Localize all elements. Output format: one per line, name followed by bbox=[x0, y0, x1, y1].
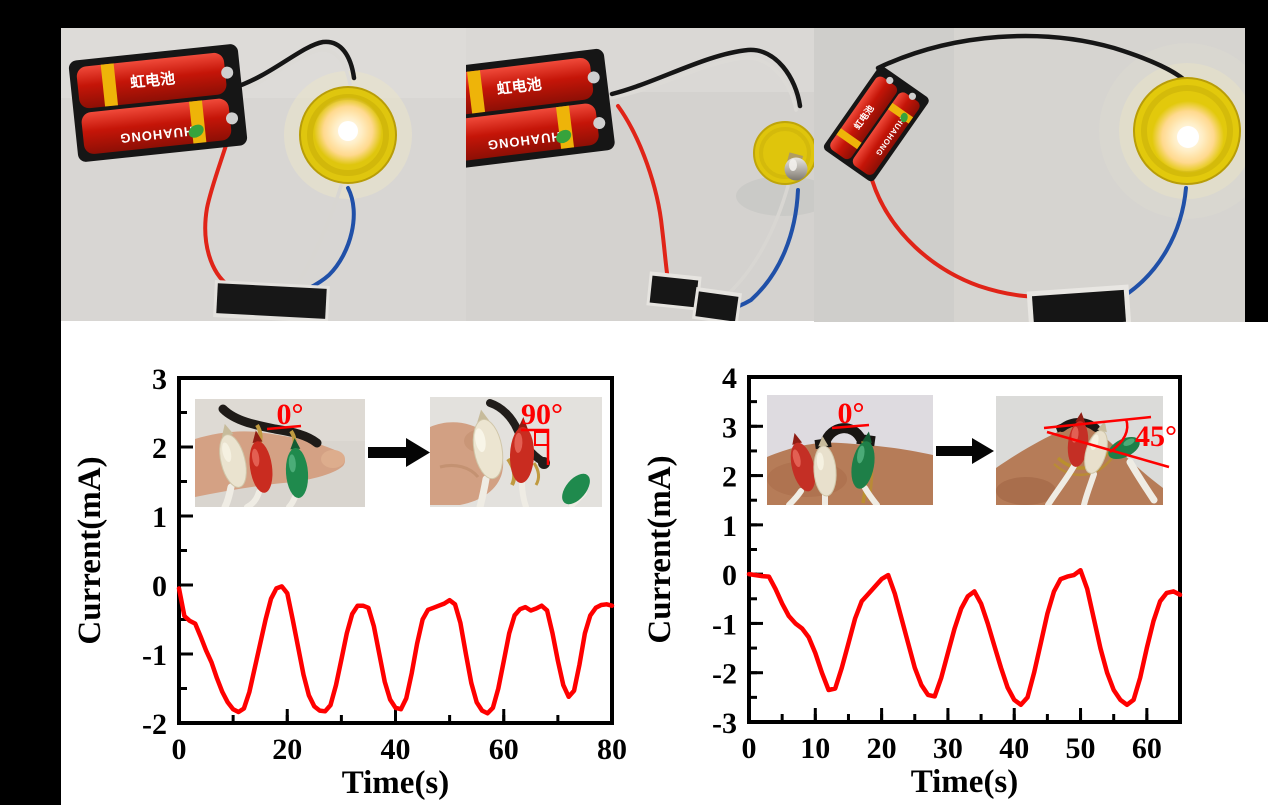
x-tick-label: 30 bbox=[933, 732, 963, 765]
battery-pack: 虹电池 HUAHONG bbox=[68, 44, 248, 162]
current-curve bbox=[176, 584, 615, 716]
inset-photo-finger-0deg bbox=[195, 399, 365, 507]
photo-circuit-lit-1-art: 虹电池 HUAHONG bbox=[61, 28, 466, 321]
battery-pack: 虹电池 HUAHONG bbox=[466, 48, 615, 170]
sensor-connector bbox=[646, 271, 743, 321]
sensor-connector bbox=[213, 280, 330, 321]
chart-finger-bending: 0 20 40 60 80 -2 -1 0 1 2 3 Time(s) Current(mA) bbox=[62, 322, 640, 805]
x-tick-label: 0 bbox=[172, 733, 187, 766]
y-tick-label: -3 bbox=[712, 707, 737, 740]
y-tick-label: 1 bbox=[152, 501, 167, 534]
photo-circuit-lit-1: 虹电池 HUAHONG bbox=[61, 28, 466, 321]
x-tick-label: 20 bbox=[272, 733, 302, 766]
black-wire bbox=[609, 47, 803, 109]
x-tick-label: 40 bbox=[999, 732, 1029, 765]
y-tick-label: 3 bbox=[722, 411, 737, 444]
wrist-current-plot: 0 10 20 30 40 50 60 -3 -2 -1 0 1 2 3 4 Time(s) Current(m… bbox=[642, 362, 1183, 800]
x-tick-label: 10 bbox=[800, 732, 830, 765]
photo-circuit-lit-2-art: 虹电池 HUAHONG bbox=[814, 28, 1245, 322]
transition-arrow-icon bbox=[936, 438, 994, 469]
y-tick-label: 0 bbox=[722, 559, 737, 592]
bulb-shadow bbox=[736, 176, 814, 216]
current-curve bbox=[746, 567, 1183, 708]
inset-photo-wrist-0deg bbox=[767, 395, 933, 505]
black-wire bbox=[875, 33, 1195, 91]
y-axis-label: Current(mA) bbox=[72, 456, 108, 644]
right-black-bar bbox=[1245, 0, 1268, 322]
red-clip bbox=[249, 430, 273, 493]
x-tick-label: 50 bbox=[1066, 732, 1096, 765]
x-tick-label: 60 bbox=[489, 733, 519, 766]
photo-circuit-unlit-art: 虹电池 HUAHONG bbox=[466, 28, 814, 321]
battery-brand-cn: 虹电池 bbox=[496, 75, 543, 98]
plot-box bbox=[177, 376, 614, 725]
y-tick-label: 4 bbox=[722, 362, 737, 395]
ivory-clip bbox=[219, 423, 247, 488]
inset-photo-wrist-45deg bbox=[996, 396, 1163, 505]
y-tick-label: 0 bbox=[152, 570, 167, 603]
y-tick-label: -1 bbox=[142, 639, 167, 672]
red-clip bbox=[790, 433, 816, 492]
y-tick-label: -2 bbox=[712, 658, 737, 691]
finger-current-plot: 0 20 40 60 80 -2 -1 0 1 2 3 Time(s) Current(mA) bbox=[72, 363, 627, 801]
battery-brand-cn: 虹电池 bbox=[129, 69, 176, 92]
x-tick-label: 0 bbox=[742, 732, 757, 765]
y-tick-label: -1 bbox=[712, 608, 737, 641]
white-wire bbox=[608, 56, 798, 112]
y-tick-label: 3 bbox=[152, 363, 167, 396]
x-tick-label: 60 bbox=[1132, 732, 1162, 765]
left-black-bar bbox=[0, 0, 61, 805]
sensor-connector bbox=[1026, 284, 1132, 322]
battery-pack: 虹电池 HUAHONG bbox=[823, 66, 929, 182]
cables bbox=[221, 483, 298, 507]
red-wire bbox=[616, 104, 670, 282]
bulb-lit bbox=[299, 86, 397, 184]
x-tick-label: 40 bbox=[381, 733, 411, 766]
photo-circuit-unlit: 虹电池 HUAHONG bbox=[466, 28, 814, 321]
x-tick-label: 80 bbox=[597, 733, 627, 766]
white-wire bbox=[229, 48, 352, 96]
black-wire bbox=[230, 39, 357, 91]
plot-box bbox=[747, 375, 1182, 724]
y-tick-label: 2 bbox=[722, 461, 737, 494]
ivory-clip bbox=[472, 409, 504, 480]
y-tick-label: -2 bbox=[142, 708, 167, 741]
green-clip bbox=[562, 473, 590, 505]
top-black-bar bbox=[0, 0, 1268, 28]
y-tick-label: 1 bbox=[722, 510, 737, 543]
chart-wrist-bending: 0 10 20 30 40 50 60 -3 -2 -1 0 1 2 3 4 Time(s) Current(m… bbox=[640, 322, 1268, 805]
bulb-lit bbox=[1133, 77, 1241, 185]
inset-photo-finger-90deg bbox=[430, 397, 602, 507]
transition-arrow-icon bbox=[368, 438, 430, 472]
bulb-unlit bbox=[753, 121, 814, 185]
x-axis-label: Time(s) bbox=[342, 765, 450, 801]
y-tick-label: 2 bbox=[152, 432, 167, 465]
x-tick-label: 20 bbox=[867, 732, 897, 765]
photo-circuit-lit-2: 虹电池 HUAHONG bbox=[814, 28, 1245, 322]
x-axis-label: Time(s) bbox=[911, 764, 1019, 800]
y-axis-label: Current(mA) bbox=[642, 455, 678, 643]
ivory-clip bbox=[813, 436, 837, 497]
bulb-glass bbox=[784, 157, 808, 181]
green-clip bbox=[285, 438, 309, 498]
green-clip bbox=[851, 431, 875, 489]
